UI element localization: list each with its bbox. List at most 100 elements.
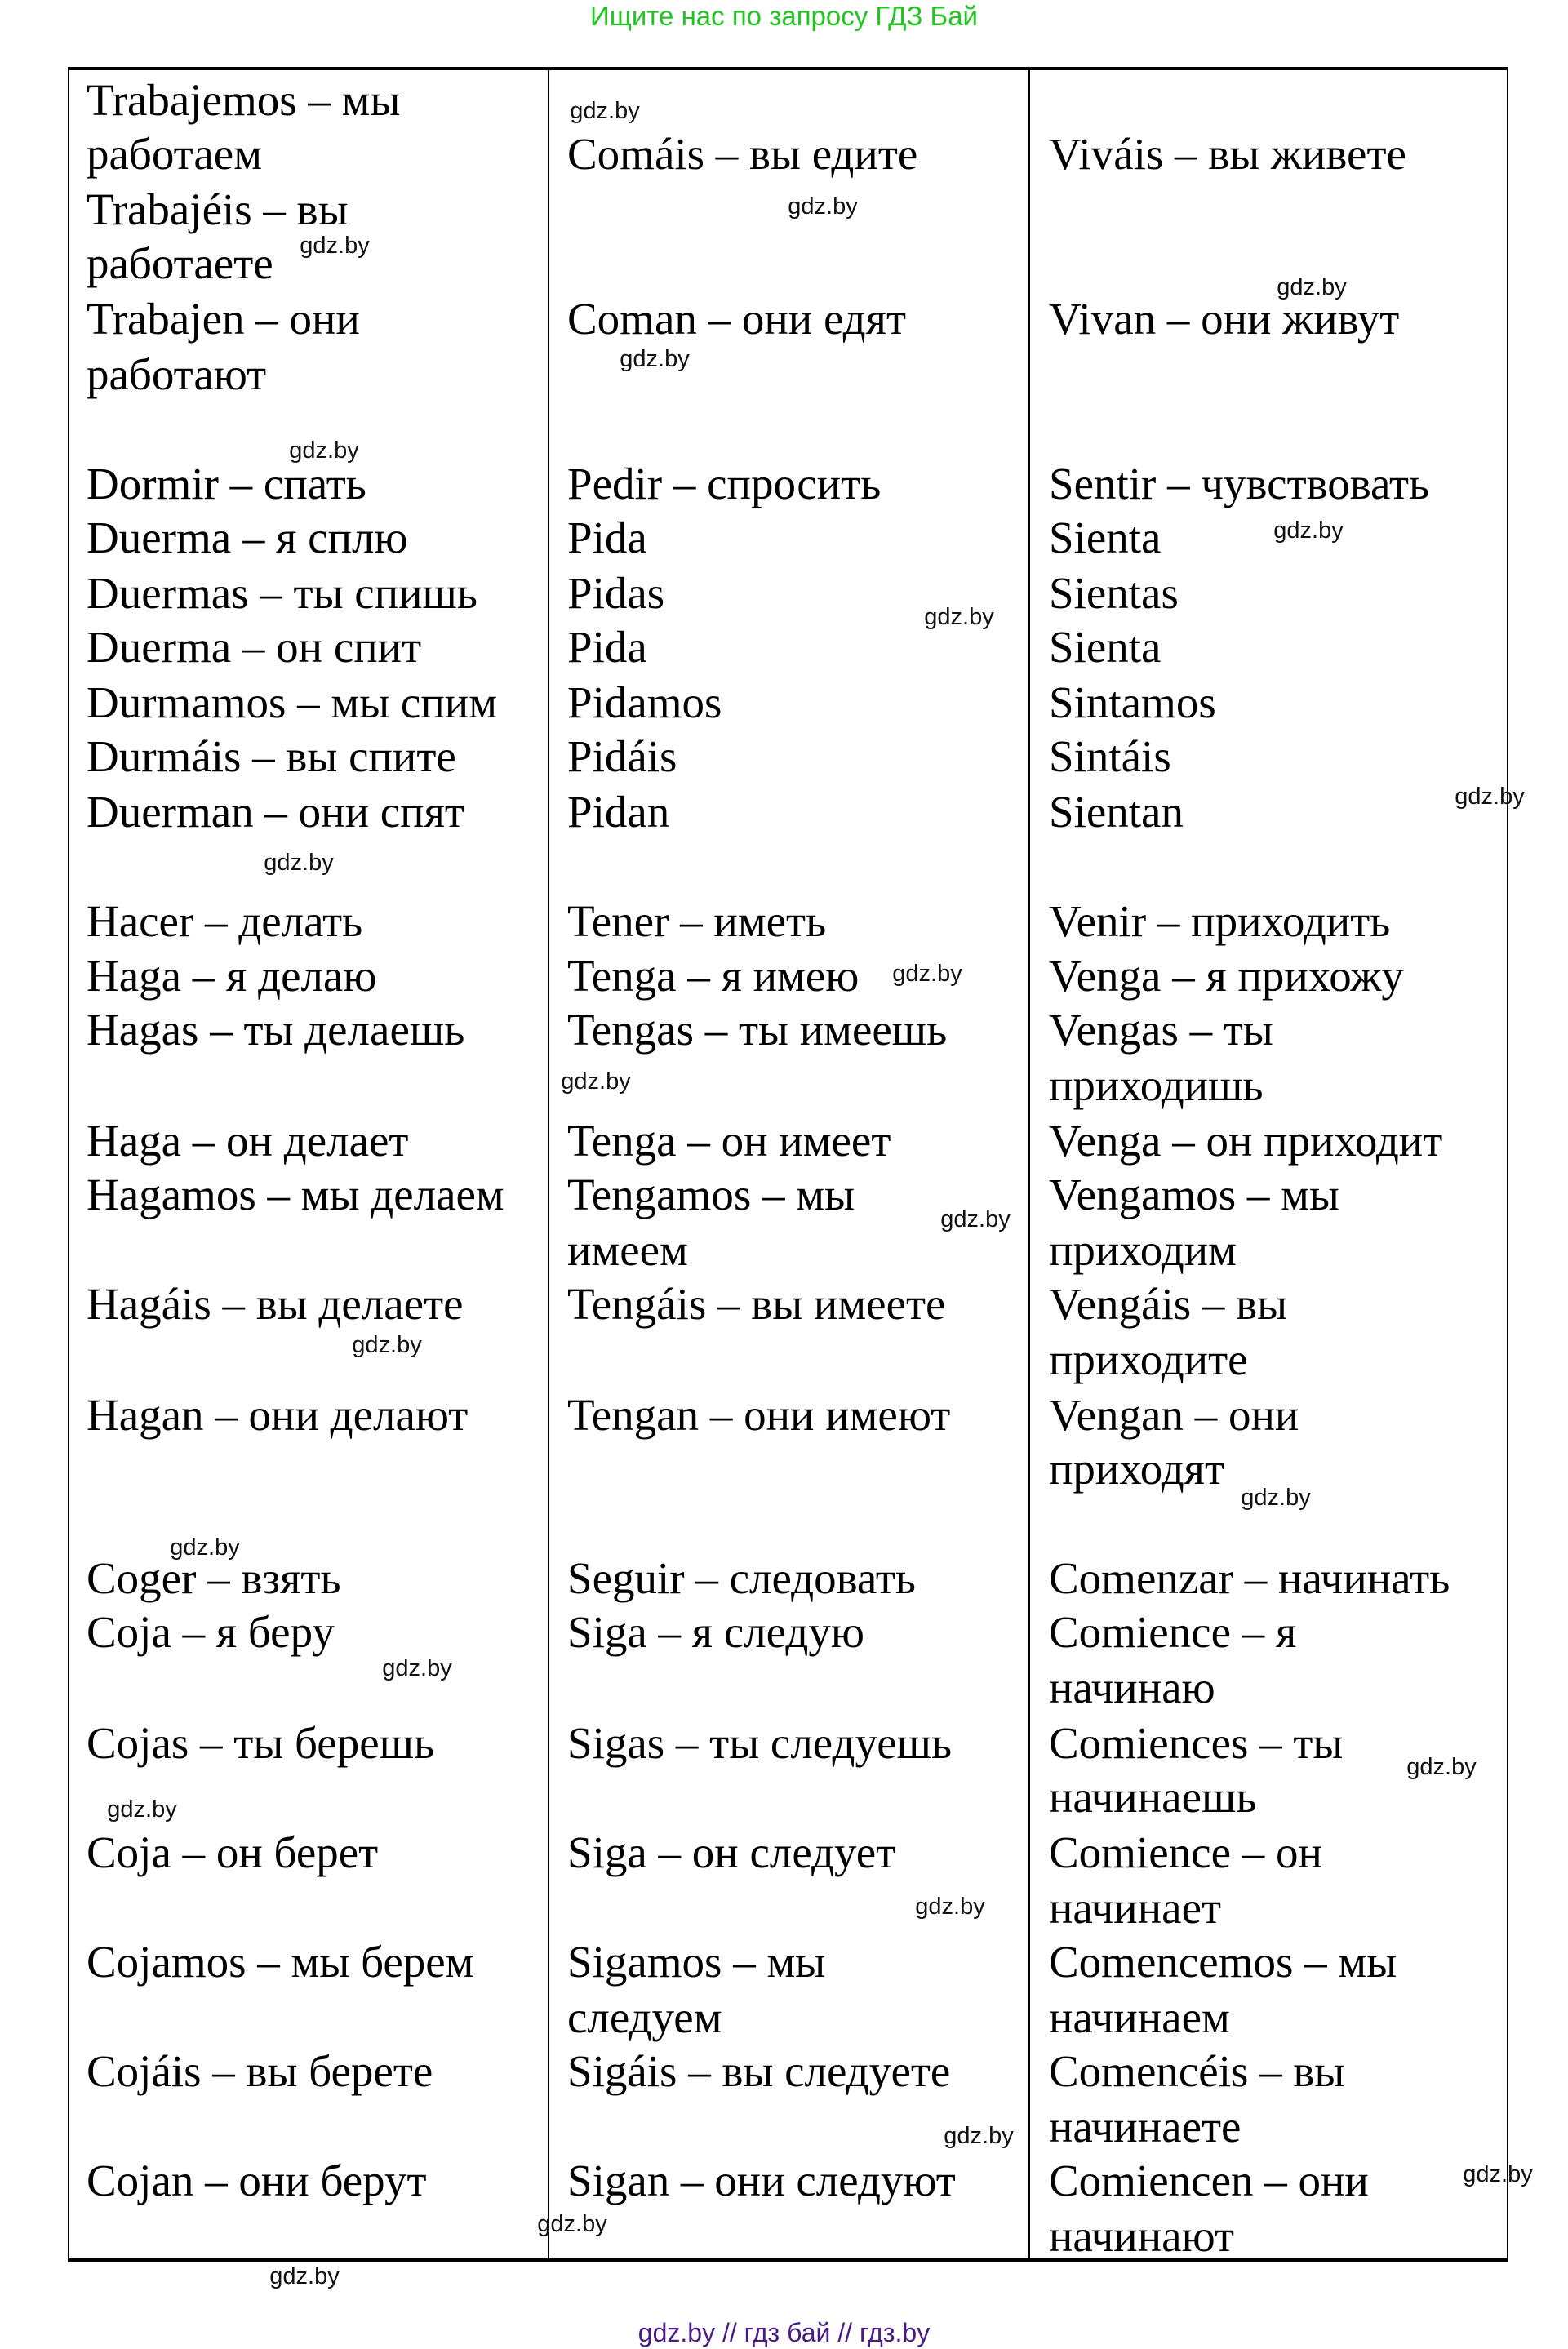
verb-line: Comiences – ты — [1049, 1718, 1344, 1768]
verb-line: Siga – он следует — [567, 1827, 896, 1877]
verb-line: Duerma – я сплю — [87, 513, 408, 562]
verb-line: имеем — [567, 1225, 688, 1275]
verb-line: Duerman – они спят — [87, 787, 464, 837]
verb-line: Pedir – спросить — [567, 459, 882, 508]
verb-line: начинают — [1049, 2211, 1234, 2261]
verb-line: Siga – я следую — [567, 1607, 864, 1657]
verb-line: Seguir – следовать — [567, 1553, 916, 1603]
verb-line: Cojan – они берут — [87, 2156, 427, 2205]
watermark: gdz.by — [1277, 274, 1347, 300]
watermark: gdz.by — [915, 1894, 985, 1920]
verb-line: Venir – приходить — [1049, 896, 1391, 946]
verb-line: Hacer – делать — [87, 896, 363, 946]
verb-line: приходим — [1049, 1225, 1237, 1275]
verb-line: Sintáis — [1049, 731, 1171, 781]
verb-line: Comenzar – начинать — [1049, 1553, 1450, 1603]
verb-line: Duermas – ты спишь — [87, 568, 478, 618]
watermark: gdz.by — [892, 961, 962, 987]
verb-line: Pida — [567, 622, 647, 672]
verb-line: Tener – иметь — [567, 896, 827, 946]
verb-line: Sienta — [1049, 513, 1162, 562]
verb-line: Tenga – он имеет — [567, 1116, 891, 1166]
watermark: gdz.by — [924, 604, 994, 630]
watermark: gdz.by — [289, 437, 359, 464]
verb-line: начинает — [1049, 1883, 1222, 1933]
watermark: gdz.by — [1463, 2161, 1533, 2187]
verb-line: Vivan – они живут — [1049, 294, 1400, 344]
watermark: gdz.by — [1406, 1754, 1477, 1780]
verb-line: Hagáis – вы делаете — [87, 1279, 464, 1329]
verb-line: начинаю — [1049, 1663, 1215, 1712]
verb-line: Tengáis – вы имеете — [567, 1279, 946, 1329]
verb-line: Cojas – ты берешь — [87, 1718, 435, 1768]
verb-line: Vengan – они — [1049, 1390, 1299, 1440]
verb-line: Durmáis – вы спите — [87, 731, 456, 781]
verb-line: Vengáis – вы — [1049, 1279, 1288, 1329]
watermark: gdz.by — [352, 1332, 422, 1358]
watermark: gdz.by — [788, 193, 858, 220]
verb-line: работаем — [87, 129, 263, 179]
verb-line: Sientan — [1049, 787, 1184, 837]
verb-line: Cojamos – мы берем — [87, 1937, 474, 1987]
watermark: gdz.by — [269, 2263, 340, 2289]
verb-line: Trabajéis – вы — [87, 184, 349, 234]
watermark: gdz.by — [264, 850, 334, 876]
verb-line: Tengas – ты имеешь — [567, 1005, 948, 1055]
verb-line: Coman – они едят — [567, 294, 906, 344]
verb-line: Sentir – чувствовать — [1049, 459, 1430, 508]
verb-line: Comiencen – они — [1049, 2156, 1369, 2205]
verb-line: Pidan — [567, 787, 670, 837]
column-divider — [548, 67, 549, 2262]
verb-line: Venga – он приходит — [1049, 1116, 1443, 1166]
verb-line: Vengamos – мы — [1049, 1170, 1339, 1219]
watermark: gdz.by — [170, 1534, 240, 1561]
watermark: gdz.by — [561, 1068, 631, 1095]
verb-line: Haga – он делает — [87, 1116, 409, 1166]
verb-line: Pida — [567, 513, 647, 562]
verb-line: Hagamos – мы делаем — [87, 1170, 504, 1219]
verb-line: Sienta — [1049, 622, 1162, 672]
verb-line: Venga – я прихожу — [1049, 951, 1404, 1001]
watermark: gdz.by — [1455, 784, 1525, 810]
verb-line: Vengas – ты — [1049, 1005, 1273, 1055]
verb-line: Sigamos – мы — [567, 1937, 826, 1987]
verb-line: Sigan – они следуют — [567, 2156, 956, 2205]
verb-line: Sintamos — [1049, 677, 1216, 727]
watermark: gdz.by — [537, 2211, 607, 2237]
watermark: gdz.by — [1241, 1485, 1311, 1511]
watermark: gdz.by — [1273, 517, 1344, 544]
verb-table — [68, 67, 1508, 2262]
verb-line: Viváis – вы живете — [1049, 129, 1406, 179]
verb-line: работают — [87, 349, 267, 399]
verb-line: Comience – я — [1049, 1607, 1297, 1657]
verb-line: Durmamos – мы спим — [87, 677, 498, 727]
watermark: gdz.by — [570, 98, 640, 124]
verb-line: приходят — [1049, 1444, 1225, 1494]
verb-line: Comencéis – вы — [1049, 2046, 1345, 2096]
verb-line: следуем — [567, 1992, 722, 2042]
verb-line: Tengamos – мы — [567, 1170, 855, 1219]
verb-line: начинаем — [1049, 1992, 1230, 2042]
verb-line: Comience – он — [1049, 1827, 1322, 1877]
verb-line: Sientas — [1049, 568, 1179, 618]
verb-line: Coger – взять — [87, 1553, 341, 1603]
verb-line: Pidamos — [567, 677, 722, 727]
verb-line: приходите — [1049, 1334, 1248, 1384]
verb-line: Trabajen – они — [87, 294, 360, 344]
verb-line: Trabajemos – мы — [87, 75, 401, 125]
verb-line: Cojáis – вы берете — [87, 2046, 433, 2096]
verb-line: Comencemos – мы — [1049, 1937, 1397, 1987]
footer-banner: gdz.by // гдз бай // гдз.by — [637, 2318, 931, 2347]
verb-line: Coja – он берет — [87, 1827, 379, 1877]
watermark: gdz.by — [944, 2123, 1014, 2149]
header-banner: Ищите нас по запросу ГДЗ Бай — [590, 1, 978, 31]
column-divider — [1028, 67, 1030, 2262]
verb-line: Tenga – я имею — [567, 951, 860, 1001]
verb-line: Comáis – вы едите — [567, 129, 918, 179]
verb-line: Pidáis — [567, 731, 677, 781]
verb-line: Pidas — [567, 568, 665, 618]
verb-line: приходишь — [1049, 1060, 1264, 1110]
verb-line: Coja – я беру — [87, 1607, 335, 1657]
verb-line: Hagas – ты делаешь — [87, 1005, 465, 1055]
verb-line: Duerma – он спит — [87, 622, 422, 672]
